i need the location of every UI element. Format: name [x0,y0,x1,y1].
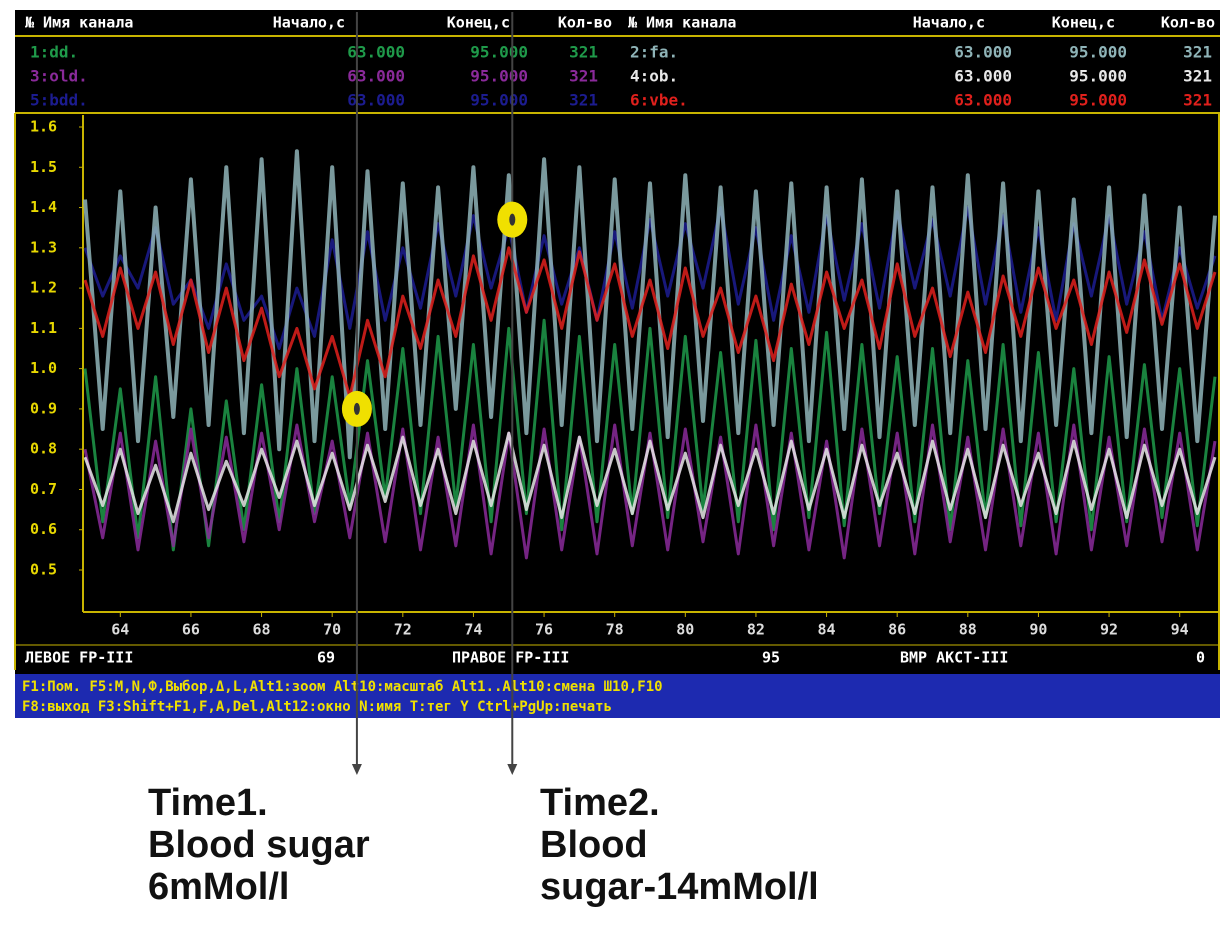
status-line: F8:выход F3:Shift+F1,F,A,Del,Alt12:окно … [22,699,612,715]
series-line [83,431,1217,524]
x-tick-label: 84 [818,621,836,639]
footer-item: 95 [762,649,780,667]
x-tick-label: 66 [182,621,200,639]
x-tick-label: 86 [888,621,906,639]
x-tick-label: 90 [1029,621,1047,639]
legend-name: 1:dd. [30,43,78,62]
status-bar [15,674,1220,718]
legend-name: 6:vbe. [630,91,688,110]
series-line [83,318,1217,552]
legend-name: 3:old. [30,67,88,86]
time-marker-arrow [507,764,518,775]
legend-to: 95.000 [1069,43,1127,62]
legend-name: 5:bdd. [30,91,88,110]
legend-to: 95.000 [470,91,528,110]
x-tick-label: 78 [606,621,624,639]
legend-to: 95.000 [1069,91,1127,110]
legend-to: 95.000 [1069,67,1127,86]
y-tick-label: 0.7 [30,480,57,498]
x-tick-label: 88 [959,621,977,639]
header-cell: № Имя канала [628,14,736,32]
x-tick-label: 72 [394,621,412,639]
header-cell: Конец,с [447,14,510,32]
y-tick-label: 1.5 [30,158,57,176]
legend-count: 321 [1183,43,1212,62]
x-tick-label: 70 [323,621,341,639]
header-cell: Кол-во [558,14,612,32]
legend-from: 63.000 [347,91,405,110]
footer-item: ВМР АКСТ-III [900,649,1008,667]
legend-from: 63.000 [954,91,1012,110]
header-cell: Начало,с [273,14,345,32]
y-tick-label: 0.6 [30,520,57,538]
y-tick-label: 1.4 [30,198,57,216]
legend-count: 321 [569,91,598,110]
y-tick-label: 1.1 [30,319,57,337]
y-tick-label: 1.0 [30,359,57,377]
x-tick-label: 92 [1100,621,1118,639]
y-tick-label: 0.9 [30,399,57,417]
header-cell: Начало,с [913,14,985,32]
legend-count: 321 [569,67,598,86]
footer-item: ПРАВОЕ FP-III [452,649,569,667]
footer-item: ЛЕВОЕ FP-III [25,649,133,667]
x-tick-label: 68 [253,621,271,639]
footer-item: 0 [1196,649,1205,667]
legend-name: 2:fa. [630,43,678,62]
header-cell: Кол-во [1161,14,1215,32]
legend-name: 4:ob. [630,67,678,86]
y-tick-label: 0.8 [30,440,57,458]
marker-center [509,213,516,226]
x-tick-label: 82 [747,621,765,639]
legend-from: 63.000 [347,43,405,62]
y-tick-label: 1.3 [30,238,57,256]
x-tick-label: 64 [111,621,129,639]
legend-to: 95.000 [470,43,528,62]
series-line [83,246,1217,399]
marker-center [353,402,360,415]
x-tick-label: 76 [535,621,553,639]
legend-to: 95.000 [470,67,528,86]
annotation-line: 6mMol/l [148,866,289,908]
annotation-line: Time1. [148,782,268,824]
annotation-line: Blood [540,824,648,866]
legend-count: 321 [569,43,598,62]
time-marker-arrow [351,764,362,775]
legend-count: 321 [1183,67,1212,86]
status-line: F1:Пом. F5:M,N,Ф,Выбор,Δ,L,Alt1:зоом Alt… [22,679,663,695]
header-cell: Конец,с [1052,14,1115,32]
legend-from: 63.000 [954,43,1012,62]
x-tick-label: 94 [1171,621,1189,639]
annotation-line: sugar-14mMol/l [540,866,819,908]
x-tick-label: 80 [676,621,694,639]
footer-item: 69 [317,649,335,667]
y-tick-label: 0.5 [30,560,57,578]
x-tick-label: 74 [464,621,482,639]
y-tick-label: 1.2 [30,279,57,297]
series-line [83,423,1217,560]
legend-count: 321 [1183,91,1212,110]
annotation-line: Time2. [540,782,660,824]
header-cell: № Имя канала [25,14,133,32]
y-tick-label: 1.6 [30,118,57,136]
legend-from: 63.000 [954,67,1012,86]
legend-from: 63.000 [347,67,405,86]
annotation-line: Blood sugar [148,824,370,866]
